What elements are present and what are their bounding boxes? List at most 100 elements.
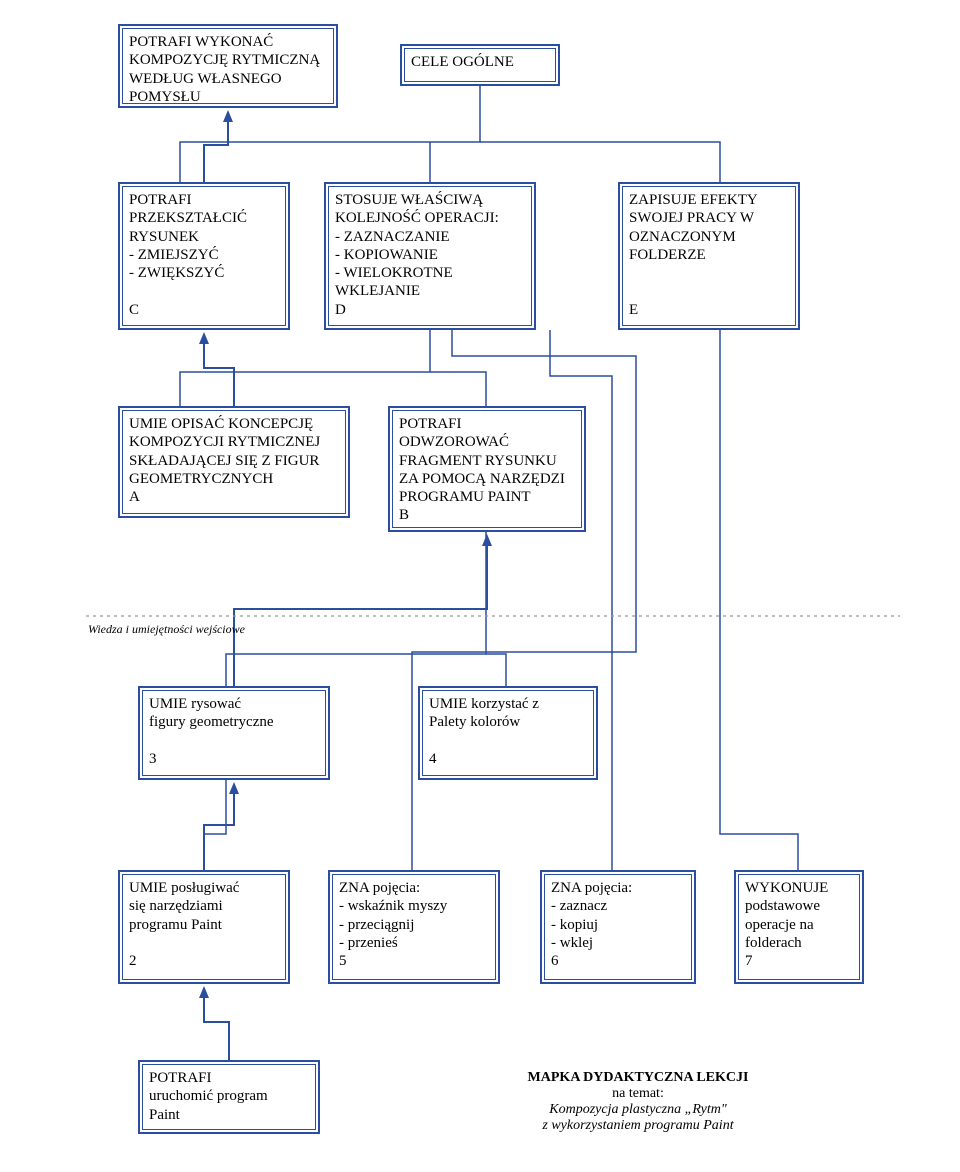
node-n4-line-3: 4 (429, 750, 587, 768)
node-n2-line-3 (129, 934, 279, 952)
lesson-map-footer: MAPKA DYDAKTYCZNA LEKCJI na temat: Kompo… (468, 1070, 808, 1134)
node-e-line-2: OZNACZONYM (629, 228, 789, 246)
node-b-line-1: ODWZOROWAĆ (399, 433, 575, 451)
node-a: UMIE OPISAĆ KONCEPCJĘKOMPOZYCJI RYTMICZN… (118, 406, 350, 518)
node-n6-line-0: ZNA pojęcia: (551, 879, 685, 897)
node-n2-line-1: się narzędziami (129, 897, 279, 915)
node-n2-line-2: programu Paint (129, 916, 279, 934)
node-n2-line-4: 2 (129, 952, 279, 970)
node-n1-line-1: uruchomić program (149, 1087, 309, 1105)
node-n7-line-2: operacje na (745, 916, 853, 934)
node-b-line-3: ZA POMOCĄ NARZĘDZI (399, 470, 575, 488)
node-n5-inner: ZNA pojęcia:- wskaźnik myszy- przeciągni… (332, 874, 496, 980)
node-n3: UMIE rysowaćfigury geometryczne 3 (138, 686, 330, 780)
node-c-inner: POTRAFIPRZEKSZTAŁCIĆRYSUNEK- ZMIEJSZYĆ- … (122, 186, 286, 326)
node-top_right-inner: CELE OGÓLNE (404, 48, 556, 82)
node-a-line-2: SKŁADAJĄCEJ SIĘ Z FIGUR (129, 452, 339, 470)
node-top_right: CELE OGÓLNE (400, 44, 560, 86)
footer-line-2: na temat: (468, 1086, 808, 1102)
node-n4-inner: UMIE korzystać zPalety kolorów 4 (422, 690, 594, 776)
node-top_right-line-0: CELE OGÓLNE (411, 53, 549, 71)
node-a-line-4: A (129, 488, 339, 506)
node-e-line-4 (629, 264, 789, 282)
route-2 (480, 142, 720, 182)
node-n5-line-2: - przeciągnij (339, 916, 489, 934)
node-n6-line-1: - zaznacz (551, 897, 685, 915)
node-d-line-3: - KOPIOWANIE (335, 246, 525, 264)
route-10 (204, 780, 226, 870)
edge-n2-to-n3 (204, 792, 234, 870)
node-c-line-1: PRZEKSZTAŁCIĆ (129, 209, 279, 227)
node-e-line-6: E (629, 301, 789, 319)
node-n1-inner: POTRAFIuruchomić programPaint (142, 1064, 316, 1130)
node-n5-line-3: - przenieś (339, 934, 489, 952)
node-n6-inner: ZNA pojęcia:- zaznacz- kopiuj- wklej6 (544, 874, 692, 980)
node-d-line-0: STOSUJE WŁAŚCIWĄ (335, 191, 525, 209)
node-n7-line-1: podstawowe (745, 897, 853, 915)
node-c-line-3: - ZMIEJSZYĆ (129, 246, 279, 264)
node-c-line-0: POTRAFI (129, 191, 279, 209)
node-n7-line-4: 7 (745, 952, 853, 970)
node-e: ZAPISUJE EFEKTYSWOJEJ PRACY WOZNACZONYMF… (618, 182, 800, 330)
node-n7: WYKONUJEpodstawoweoperacje nafolderach7 (734, 870, 864, 984)
node-top_left: POTRAFI WYKONAĆKOMPOZYCJĘ RYTMICZNĄWEDŁU… (118, 24, 338, 108)
node-b-line-0: POTRAFI (399, 415, 575, 433)
node-n2-inner: UMIE posługiwaćsię narzędziamiprogramu P… (122, 874, 286, 980)
node-e-line-5 (629, 282, 789, 300)
route-4 (430, 372, 486, 406)
edge-n3-to-b (234, 544, 487, 686)
route-8 (226, 532, 486, 686)
node-d-line-1: KOLEJNOŚĆ OPERACJI: (335, 209, 525, 227)
node-n1-line-2: Paint (149, 1106, 309, 1124)
node-e-line-3: FOLDERZE (629, 246, 789, 264)
route-5 (720, 330, 798, 870)
node-a-line-3: GEOMETRYCZNYCH (129, 470, 339, 488)
node-n6-line-4: 6 (551, 952, 685, 970)
node-c-line-4: - ZWIĘKSZYĆ (129, 264, 279, 282)
node-b-inner: POTRAFIODWZOROWAĆFRAGMENT RYSUNKUZA POMO… (392, 410, 582, 528)
node-n4-line-1: Palety kolorów (429, 713, 587, 731)
node-a-line-1: KOMPOZYCJI RYTMICZNEJ (129, 433, 339, 451)
node-n1-line-0: POTRAFI (149, 1069, 309, 1087)
node-n5-line-4: 5 (339, 952, 489, 970)
node-b-line-5: B (399, 506, 575, 524)
node-a-inner: UMIE OPISAĆ KONCEPCJĘKOMPOZYCJI RYTMICZN… (122, 410, 346, 514)
node-n3-line-2 (149, 732, 319, 750)
node-n6-line-2: - kopiuj (551, 916, 685, 934)
node-c-line-5 (129, 282, 279, 300)
node-c-line-6: C (129, 301, 279, 319)
node-n5: ZNA pojęcia:- wskaźnik myszy- przeciągni… (328, 870, 500, 984)
node-e-line-0: ZAPISUJE EFEKTY (629, 191, 789, 209)
node-n3-line-0: UMIE rysować (149, 695, 319, 713)
footer-line-4: z wykorzystaniem programu Paint (468, 1118, 808, 1134)
node-n7-line-0: WYKONUJE (745, 879, 853, 897)
node-top_left-line-2: WEDŁUG WŁASNEGO (129, 70, 327, 88)
node-e-line-1: SWOJEJ PRACY W (629, 209, 789, 227)
edge-a-to-c (204, 342, 234, 406)
node-b-line-2: FRAGMENT RYSUNKU (399, 452, 575, 470)
entry-knowledge-caption: Wiedza i umiejętności wejściowe (88, 622, 245, 637)
node-d-line-5: WKLEJANIE (335, 282, 525, 300)
node-b: POTRAFIODWZOROWAĆFRAGMENT RYSUNKUZA POMO… (388, 406, 586, 532)
node-n7-line-3: folderach (745, 934, 853, 952)
connectors-layer (0, 0, 960, 1172)
node-n6: ZNA pojęcia:- zaznacz- kopiuj- wklej6 (540, 870, 696, 984)
node-n6-line-3: - wklej (551, 934, 685, 952)
node-n3-inner: UMIE rysowaćfigury geometryczne 3 (142, 690, 326, 776)
node-c: POTRAFIPRZEKSZTAŁCIĆRYSUNEK- ZMIEJSZYĆ- … (118, 182, 290, 330)
node-d: STOSUJE WŁAŚCIWĄKOLEJNOŚĆ OPERACJI:- ZAZ… (324, 182, 536, 330)
node-c-line-2: RYSUNEK (129, 228, 279, 246)
node-n5-line-0: ZNA pojęcia: (339, 879, 489, 897)
route-3 (180, 330, 430, 406)
node-n4-line-2 (429, 732, 587, 750)
node-n5-line-1: - wskaźnik myszy (339, 897, 489, 915)
node-e-inner: ZAPISUJE EFEKTYSWOJEJ PRACY WOZNACZONYMF… (622, 186, 796, 326)
node-n3-line-1: figury geometryczne (149, 713, 319, 731)
node-n3-line-3: 3 (149, 750, 319, 768)
edge-c-to-top_left (204, 120, 228, 182)
node-d-line-6: D (335, 301, 525, 319)
node-b-line-4: PROGRAMU PAINT (399, 488, 575, 506)
footer-line-1: MAPKA DYDAKTYCZNA LEKCJI (468, 1070, 808, 1086)
caption-text: Wiedza i umiejętności wejściowe (88, 622, 245, 636)
node-d-line-4: - WIELOKROTNE (335, 264, 525, 282)
